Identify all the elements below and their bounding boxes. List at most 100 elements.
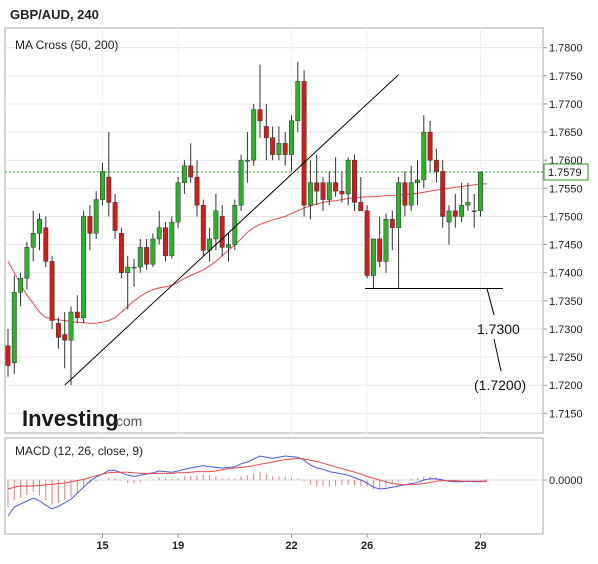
candle	[43, 216, 49, 268]
candle-body	[433, 159, 439, 172]
candle-body	[55, 323, 61, 338]
investing-watermark: Investing .com	[22, 406, 142, 431]
last-price-label: 1.7579	[548, 167, 582, 179]
candle	[219, 205, 225, 256]
candle	[339, 171, 345, 203]
x-tick-label: 26	[361, 540, 373, 552]
candle	[433, 148, 439, 183]
trend-line	[64, 74, 399, 386]
price-tick-label: 1.7350	[549, 296, 583, 308]
price-y-axis: 1.78001.77501.77001.76501.76001.75501.75…	[543, 43, 583, 420]
candle	[352, 154, 357, 211]
candle	[270, 126, 276, 161]
candle	[452, 193, 458, 228]
candle-body	[459, 204, 465, 217]
candle-body	[408, 182, 414, 206]
x-tick-label: 15	[96, 540, 108, 552]
candle-body	[93, 199, 99, 234]
candle	[307, 160, 313, 220]
candle	[276, 126, 282, 161]
candle-body	[251, 109, 257, 161]
price-tick-label: 1.7450	[549, 240, 583, 252]
candle-body	[345, 159, 351, 195]
candle-body	[131, 266, 137, 269]
candle-body	[446, 210, 452, 223]
candle	[68, 306, 74, 386]
candle-body	[358, 202, 364, 212]
candle	[314, 154, 320, 206]
candle-body	[125, 266, 131, 273]
candle	[74, 295, 80, 324]
candle-body	[144, 247, 150, 265]
last-price-badge: 1.7579	[543, 163, 589, 181]
candle	[24, 241, 30, 290]
x-tick-label: 29	[474, 540, 486, 552]
candle	[370, 238, 376, 289]
candle	[93, 191, 99, 239]
candle	[465, 182, 471, 211]
price-tick-label: 1.7750	[549, 71, 583, 83]
candle	[421, 115, 427, 189]
candle-body	[415, 179, 420, 183]
candle	[163, 222, 168, 262]
candle-body	[219, 216, 225, 248]
price-tick-label: 1.7800	[549, 43, 583, 55]
watermark-suffix: .com	[112, 413, 142, 429]
candle	[396, 177, 402, 289]
candle	[87, 205, 93, 251]
candle-body	[200, 204, 206, 251]
macd-panel-frame	[4, 437, 544, 535]
candle-body	[339, 190, 345, 195]
candle	[244, 132, 250, 183]
candle	[125, 255, 131, 310]
candle	[427, 120, 433, 172]
x-axis: 15 19 22 26 29	[96, 534, 487, 552]
candle	[62, 312, 68, 369]
price-panel: 1.78001.77501.77001.76501.76001.75501.75…	[4, 27, 589, 434]
candle-body	[68, 311, 74, 341]
candle	[175, 177, 181, 228]
candle	[213, 193, 219, 251]
candle	[150, 233, 156, 268]
macd-y-tick: 0.0000	[549, 475, 583, 487]
candle	[415, 160, 420, 206]
candle-body	[150, 238, 156, 265]
candle-body	[181, 165, 187, 183]
ma-cross-label: MA Cross (50, 200)	[15, 38, 118, 52]
candle-body	[74, 311, 80, 318]
candle	[446, 205, 452, 245]
price-tick-label: 1.7650	[549, 127, 583, 139]
candle	[11, 275, 17, 374]
chart-title: GBP/AUD, 240	[10, 7, 99, 22]
candle	[301, 70, 307, 217]
target-connector-1	[486, 288, 495, 316]
candle-body	[396, 182, 402, 228]
candle-body	[232, 204, 238, 245]
candle	[188, 143, 194, 183]
candle	[402, 171, 408, 217]
candle-body	[244, 159, 250, 162]
target-connector-2	[493, 338, 502, 372]
candle	[156, 210, 162, 245]
candle	[106, 132, 112, 217]
candle-body	[289, 120, 294, 155]
candle	[389, 210, 395, 251]
candle-body	[24, 247, 30, 279]
candle-body	[175, 182, 181, 223]
candle	[257, 64, 263, 138]
candle-body	[276, 143, 282, 155]
candle	[333, 157, 339, 197]
candle-body	[452, 210, 458, 217]
candle-body	[156, 227, 162, 240]
candle-body	[333, 182, 339, 192]
candle	[358, 177, 364, 212]
price-panel-frame	[4, 27, 544, 434]
candle	[131, 258, 137, 287]
candle-body	[257, 109, 263, 122]
price-tick-label: 1.7500	[549, 211, 583, 223]
candle	[81, 210, 87, 324]
price-tick-label: 1.7700	[549, 99, 583, 111]
candle	[320, 177, 326, 211]
candle-body	[163, 227, 168, 257]
